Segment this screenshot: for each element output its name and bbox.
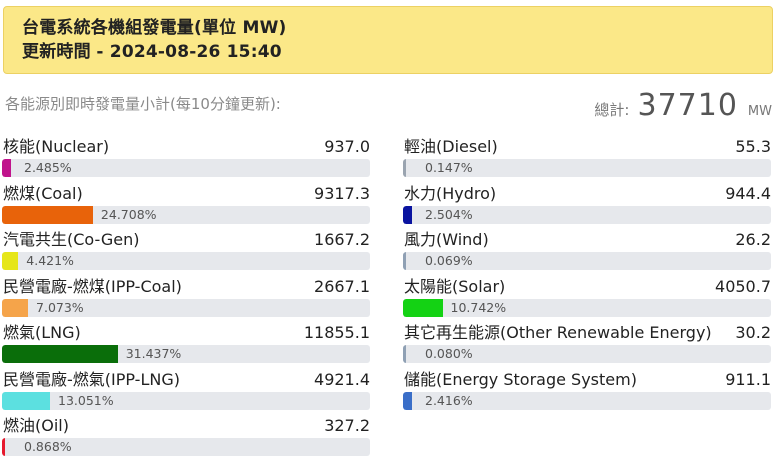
- energy-item: 燃煤(Coal) 9317.3 24.708%: [2, 184, 370, 231]
- energy-name: 儲能(Energy Storage System): [404, 369, 637, 389]
- energy-name: 燃氣(LNG): [3, 323, 81, 342]
- energy-name: 太陽能(Solar): [404, 276, 506, 296]
- energy-item: 燃油(Oil) 327.2 0.868%: [2, 416, 370, 463]
- energy-list-right: 輕油(Diesel) 55.3 0.147% 水力(Hydro) 944.4 2.504%…: [403, 137, 771, 416]
- energy-name: 燃油(Oil): [3, 416, 69, 435]
- energy-item: 核能(Nuclear) 937.0 2.485%: [2, 137, 370, 184]
- energy-share-bar: [403, 298, 771, 317]
- energy-name: 民營電廠-燃氣(IPP-LNG): [3, 369, 180, 389]
- energy-share-fill: [2, 159, 12, 177]
- energy-value: 4050.7: [715, 276, 771, 296]
- energy-item: 其它再生能源(Other Renewable Energy) 30.2 0.080%: [403, 323, 771, 370]
- energy-item: 輕油(Diesel) 55.3 0.147%: [403, 137, 771, 184]
- update-time-value: - 2024-08-26 15:40: [96, 42, 282, 62]
- energy-share-fill: [403, 159, 406, 177]
- energy-share-bar: [403, 345, 771, 363]
- energy-share-fill: [403, 205, 413, 224]
- energy-share-percent: 0.080%: [425, 346, 473, 361]
- energy-name: 民營電廠-燃煤(IPP-Coal): [3, 276, 182, 296]
- energy-share-percent: 24.708%: [100, 206, 157, 222]
- energy-share-fill: [403, 345, 406, 363]
- energy-value: 9317.3: [314, 183, 370, 203]
- energy-share-percent: 13.051%: [58, 392, 114, 408]
- energy-share-fill: [2, 205, 93, 224]
- energy-item: 民營電廠-燃氣(IPP-LNG) 4921.4 13.051%: [2, 370, 370, 417]
- energy-value: 26.2: [735, 230, 771, 249]
- update-time-label: 更新時間: [22, 42, 91, 62]
- energy-share-bar: [2, 159, 370, 177]
- energy-share-fill: [2, 391, 51, 410]
- energy-list-left: 核能(Nuclear) 937.0 2.485% 燃煤(Coal) 9317.3 24.7…: [2, 137, 370, 463]
- energy-share-bar: [403, 205, 771, 224]
- energy-share-bar: [403, 159, 771, 177]
- energy-name: 水力(Hydro): [404, 183, 497, 203]
- total-output: 總計: 37710 MW: [594, 88, 772, 124]
- header-banner: 台電系統各機組發電量(單位 MW) 更新時間 - 2024-08-26 15:4…: [3, 6, 773, 74]
- energy-share-bar: [2, 438, 370, 456]
- energy-value: 1667.2: [314, 230, 370, 249]
- energy-share-percent: 0.147%: [425, 160, 473, 175]
- total-label: 總計:: [594, 101, 630, 119]
- energy-share-bar: [2, 391, 370, 410]
- energy-value: 937.0: [324, 137, 370, 156]
- energy-share-percent: 0.868%: [24, 439, 72, 454]
- energy-share-fill: [403, 298, 443, 317]
- energy-share-bar: [403, 391, 771, 410]
- energy-share-percent: 7.073%: [36, 299, 84, 315]
- energy-share-percent: 4.421%: [26, 253, 74, 268]
- energy-share-percent: 2.504%: [425, 206, 473, 222]
- energy-item: 汽電共生(Co-Gen) 1667.2 4.421%: [2, 230, 370, 277]
- energy-value: 911.1: [725, 369, 771, 389]
- total-unit: MW: [747, 104, 772, 119]
- update-time: 更新時間 - 2024-08-26 15:40: [22, 40, 772, 64]
- energy-share-percent: 2.485%: [24, 160, 72, 175]
- energy-item: 儲能(Energy Storage System) 911.1 2.416%: [403, 370, 771, 417]
- energy-share-fill: [403, 252, 406, 270]
- energy-value: 30.2: [735, 323, 771, 342]
- energy-share-fill: [2, 345, 118, 363]
- energy-share-fill: [2, 252, 19, 270]
- energy-share-bar: [2, 345, 370, 363]
- energy-name: 汽電共生(Co-Gen): [3, 230, 140, 249]
- energy-share-fill: [403, 391, 412, 410]
- energy-share-fill: [2, 298, 29, 317]
- energy-item: 太陽能(Solar) 4050.7 10.742%: [403, 277, 771, 324]
- energy-item: 民營電廠-燃煤(IPP-Coal) 2667.1 7.073%: [2, 277, 370, 324]
- energy-value: 2667.1: [314, 276, 370, 296]
- energy-name: 其它再生能源(Other Renewable Energy): [404, 323, 712, 342]
- energy-name: 核能(Nuclear): [3, 137, 110, 156]
- energy-value: 4921.4: [314, 369, 370, 389]
- energy-share-percent: 10.742%: [450, 299, 507, 315]
- page-title: 台電系統各機組發電量(單位 MW): [22, 18, 287, 38]
- energy-name: 輕油(Diesel): [404, 137, 498, 156]
- energy-share-fill: [2, 438, 6, 456]
- section-subtitle: 各能源別即時發電量小計(每10分鐘更新):: [5, 95, 281, 113]
- energy-share-bar: [2, 252, 370, 270]
- energy-share-percent: 31.437%: [125, 346, 182, 361]
- energy-share-percent: 2.416%: [425, 392, 473, 408]
- energy-name: 燃煤(Coal): [3, 183, 83, 203]
- energy-share-bar: [2, 205, 370, 224]
- total-value: 37710: [637, 88, 738, 123]
- energy-value: 11855.1: [303, 323, 370, 342]
- energy-share-bar: [2, 298, 370, 317]
- energy-value: 327.2: [324, 416, 370, 435]
- energy-item: 燃氣(LNG) 11855.1 31.437%: [2, 323, 370, 370]
- energy-value: 55.3: [735, 137, 771, 156]
- energy-item: 水力(Hydro) 944.4 2.504%: [403, 184, 771, 231]
- energy-item: 風力(Wind) 26.2 0.069%: [403, 230, 771, 277]
- energy-value: 944.4: [725, 183, 771, 203]
- energy-share-bar: [403, 252, 771, 270]
- energy-share-percent: 0.069%: [425, 253, 473, 268]
- energy-name: 風力(Wind): [404, 230, 489, 249]
